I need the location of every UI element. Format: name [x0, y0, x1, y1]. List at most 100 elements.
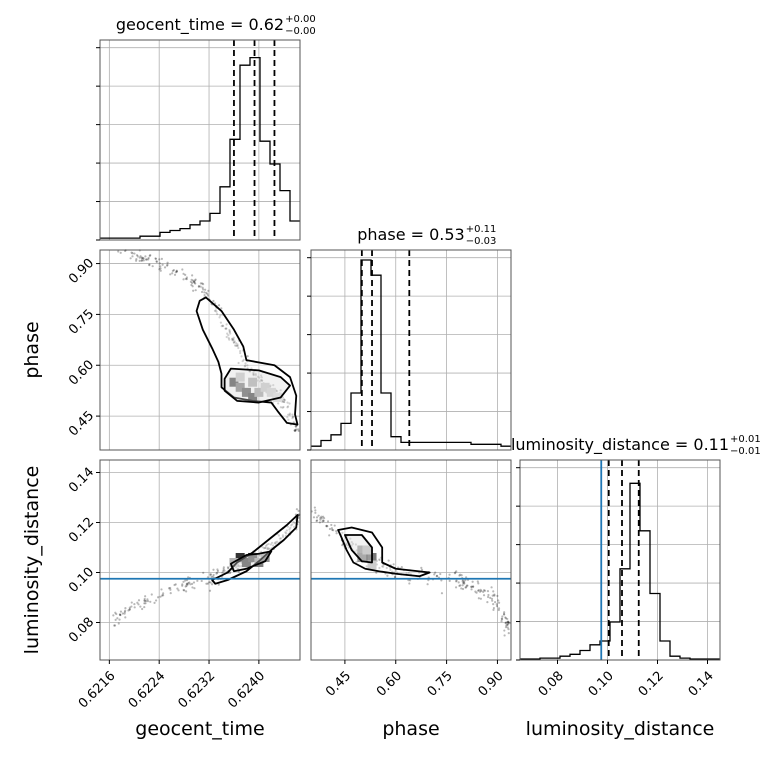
sample-point [464, 586, 467, 589]
sample-point [375, 571, 378, 574]
sample-point [482, 594, 486, 597]
sample-point [478, 590, 482, 593]
sample-point [350, 540, 353, 544]
sample-point [279, 389, 282, 392]
sample-point [240, 355, 243, 358]
sample-point [256, 556, 259, 559]
sample-point [176, 587, 179, 590]
sample-point [206, 294, 210, 297]
sample-point [156, 596, 160, 599]
sample-point [190, 283, 193, 287]
sample-point [189, 583, 192, 586]
sample-point [506, 626, 509, 629]
sample-point [341, 544, 344, 547]
sample-point [264, 546, 267, 550]
sample-point [267, 547, 270, 550]
sample-point [440, 592, 444, 595]
y-tick-label-luminosity_distance: 0.10 [66, 565, 97, 596]
sample-point [261, 546, 264, 549]
sample-point [118, 618, 121, 621]
x-tick-label-phase: 0.75 [425, 669, 456, 700]
density-cell [229, 377, 239, 387]
sample-point [214, 309, 217, 312]
sample-point [332, 529, 335, 532]
x-tick-label-geocent_time: 0.6224 [126, 669, 169, 712]
sample-point [503, 613, 506, 616]
title-sup-phase: +0.11 [466, 224, 497, 235]
sample-point [507, 628, 510, 631]
sample-point [495, 603, 498, 606]
sample-point [185, 583, 188, 586]
sample-point [224, 327, 227, 330]
sample-point [241, 360, 244, 363]
sample-point [130, 605, 133, 608]
sample-point [291, 415, 295, 419]
sample-point [143, 597, 146, 601]
sample-point [124, 609, 127, 612]
sample-point [144, 595, 147, 598]
sample-point [254, 374, 257, 377]
sample-point [479, 588, 482, 591]
sample-point [233, 340, 236, 343]
sample-point [185, 276, 189, 279]
sample-point [461, 584, 464, 587]
histogram-phase [311, 259, 511, 447]
x-axis-label-phase: phase [382, 718, 439, 740]
sample-point [153, 601, 156, 604]
sample-point [147, 256, 150, 260]
sample-point [197, 284, 201, 288]
sample-point [233, 344, 237, 347]
sample-point [161, 594, 164, 597]
sample-point [267, 542, 270, 546]
sample-point [278, 537, 282, 540]
sample-point [128, 606, 131, 609]
sample-point [218, 316, 221, 319]
x-axis-label-geocent_time: geocent_time [135, 718, 264, 740]
panel-frame-geocent_time-luminosity_distance [99, 459, 301, 661]
sample-point [477, 582, 480, 585]
sample-point [486, 590, 490, 593]
sample-point [288, 413, 291, 417]
sample-point [321, 520, 324, 523]
sample-point [199, 282, 202, 285]
sample-point [504, 626, 508, 629]
sample-point [221, 324, 224, 327]
sample-point [477, 597, 480, 600]
sample-point [159, 267, 162, 270]
sample-point [240, 564, 243, 568]
sample-point [493, 601, 497, 604]
sample-point [259, 380, 262, 383]
sample-point [207, 289, 210, 292]
sample-point [209, 581, 212, 584]
sample-point [256, 375, 260, 378]
sample-point [201, 286, 204, 289]
sample-point [407, 571, 410, 575]
sample-point [295, 428, 298, 431]
density-cell [362, 545, 372, 555]
density-cell [260, 553, 270, 562]
sample-point [294, 429, 297, 433]
y-tick-label-phase: 0.45 [66, 408, 97, 439]
sample-point [169, 592, 172, 595]
sample-point [506, 623, 509, 626]
sample-point [319, 518, 322, 521]
sample-point [171, 269, 174, 272]
sample-point [330, 527, 333, 530]
sample-point [476, 580, 479, 583]
sample-point [318, 521, 322, 524]
sample-point [281, 535, 285, 539]
sample-point [174, 583, 177, 586]
sample-point [274, 542, 277, 545]
x-tick-label-luminosity_distance: 0.12 [636, 669, 667, 700]
sample-point [140, 256, 144, 259]
contour-outer-phase-luminosity_distance [337, 526, 431, 578]
sample-point [228, 328, 231, 332]
sample-point [147, 258, 150, 261]
x-tick-label-phase: 0.45 [323, 669, 354, 700]
sample-point [212, 568, 215, 571]
x-tick-label-luminosity_distance: 0.10 [586, 669, 617, 700]
sample-point [215, 572, 218, 575]
sample-point [286, 401, 289, 404]
sample-point [235, 344, 238, 347]
sample-point [149, 254, 152, 257]
